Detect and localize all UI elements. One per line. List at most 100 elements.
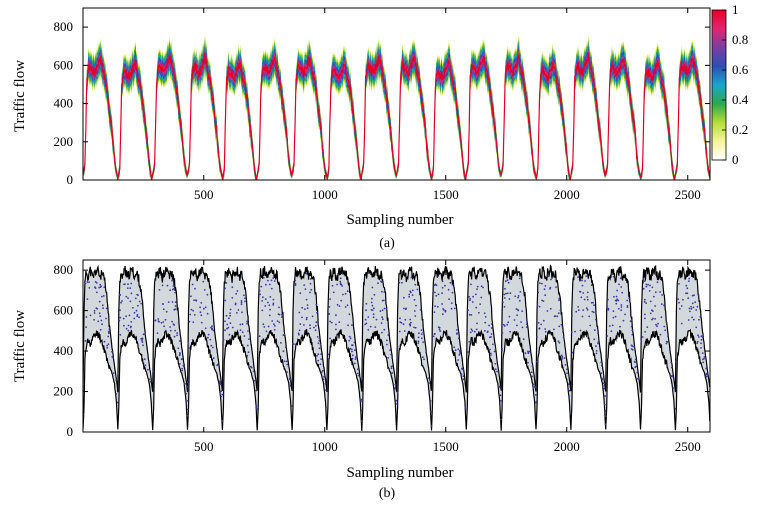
panel-a-y-tick-label: 0 (67, 172, 74, 187)
observed-point (517, 296, 519, 299)
observed-point (357, 372, 359, 375)
observed-point (537, 291, 540, 294)
observed-point (536, 304, 539, 307)
observed-point (181, 367, 184, 370)
observed-point (322, 378, 325, 381)
observed-point (321, 369, 324, 372)
observed-point (654, 318, 656, 320)
observed-point (171, 320, 174, 323)
observed-point (261, 309, 264, 312)
observed-point (536, 360, 538, 363)
observed-point (595, 350, 598, 352)
observed-point (220, 390, 223, 392)
observed-point (544, 285, 547, 287)
observed-point (689, 310, 691, 313)
observed-point (338, 305, 341, 307)
observed-point (581, 279, 583, 282)
observed-point (98, 312, 101, 315)
observed-point (317, 353, 320, 356)
observed-point (216, 363, 219, 366)
observed-point (319, 363, 322, 366)
observed-point (549, 307, 552, 310)
observed-point (305, 318, 308, 321)
observed-point (461, 367, 463, 370)
observed-point (119, 309, 121, 312)
observed-point (255, 408, 258, 411)
observed-point (544, 294, 547, 297)
observed-point (240, 300, 243, 302)
observed-point (500, 418, 502, 421)
observed-point (304, 308, 306, 310)
panel-b-y-axis-label: Traffic flow (12, 310, 28, 382)
observed-point (506, 292, 509, 295)
observed-point (646, 326, 649, 328)
observed-point (597, 341, 600, 343)
observed-point (616, 298, 618, 301)
observed-point (686, 287, 689, 290)
observed-point (360, 398, 363, 401)
observed-point (88, 281, 90, 283)
observed-point (592, 301, 594, 304)
observed-point (434, 332, 436, 335)
observed-point (484, 316, 487, 318)
observed-point (264, 305, 267, 307)
observed-point (227, 326, 230, 329)
observed-point (171, 288, 174, 291)
observed-point (543, 288, 546, 291)
observed-point (182, 364, 185, 367)
observed-point (292, 343, 295, 345)
observed-point (169, 326, 172, 328)
observed-point (379, 310, 382, 313)
observed-point (507, 321, 510, 324)
observed-point (258, 335, 261, 338)
observed-point (202, 280, 205, 283)
observed-point (171, 301, 174, 303)
observed-point (502, 323, 505, 326)
observed-point (501, 332, 504, 334)
panel-b-x-tick-label: 500 (194, 439, 214, 454)
observed-point (381, 290, 383, 293)
observed-point (509, 330, 511, 333)
observed-point (367, 328, 370, 331)
observed-point (643, 300, 646, 303)
observed-point (177, 322, 180, 324)
observed-point (360, 409, 363, 412)
observed-point (665, 321, 668, 324)
observed-point (494, 362, 497, 365)
observed-point (140, 302, 143, 305)
observed-point (594, 318, 597, 321)
observed-point (186, 381, 189, 383)
observed-point (628, 297, 631, 300)
observed-point (315, 303, 318, 306)
observed-point (457, 348, 460, 351)
observed-point (294, 284, 297, 286)
observed-point (451, 291, 454, 294)
observed-point (119, 294, 122, 296)
observed-point (125, 295, 128, 298)
observed-point (441, 280, 444, 283)
observed-point (93, 318, 95, 321)
observed-point (97, 320, 100, 323)
observed-point (700, 338, 703, 341)
observed-point (514, 295, 517, 298)
observed-point (649, 284, 651, 287)
observed-point (524, 352, 527, 355)
observed-point (453, 346, 456, 349)
observed-point (441, 292, 443, 295)
observed-point (525, 326, 528, 328)
observed-point (138, 316, 141, 319)
observed-point (243, 294, 245, 297)
observed-point (705, 375, 708, 378)
observed-point (449, 281, 452, 284)
observed-point (142, 333, 145, 336)
panel-a-y-tick-label: 200 (54, 134, 74, 149)
observed-point (173, 308, 176, 311)
observed-point (133, 317, 136, 320)
observed-point (637, 377, 640, 380)
observed-point (375, 318, 378, 321)
observed-point (459, 352, 461, 355)
observed-point (186, 408, 189, 411)
observed-point (115, 393, 118, 395)
observed-point (178, 354, 181, 357)
observed-point (398, 281, 401, 284)
